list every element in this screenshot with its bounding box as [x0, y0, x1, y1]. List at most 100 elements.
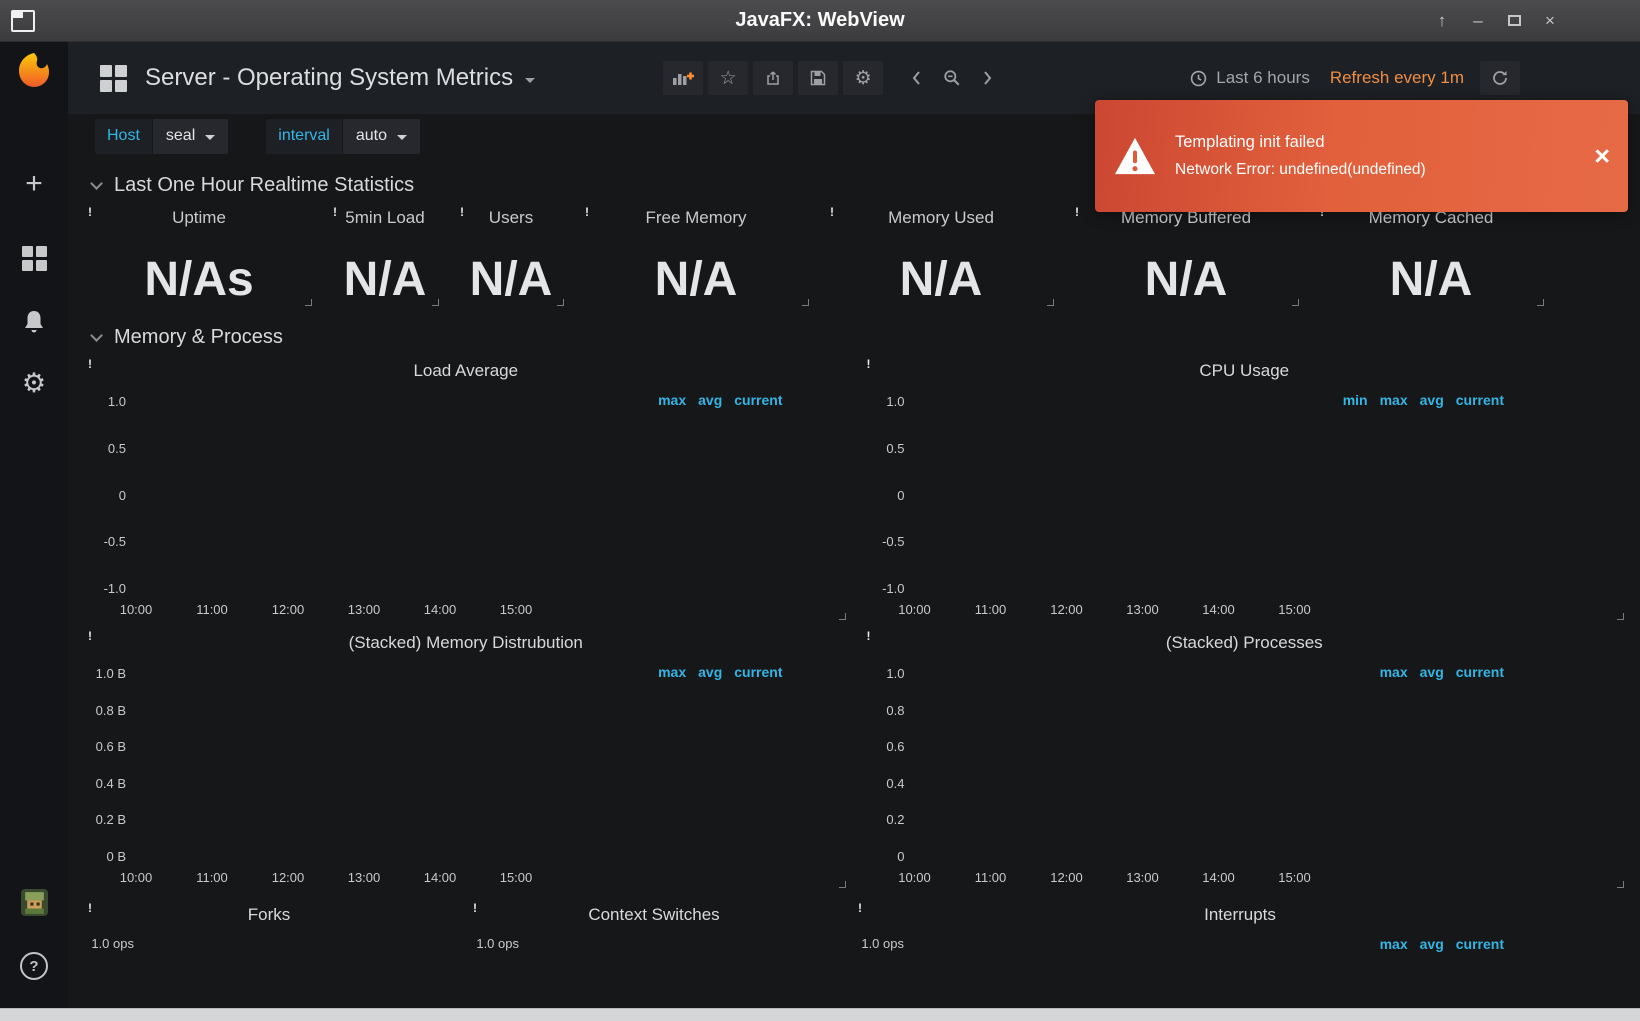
help-icon[interactable]: ? — [20, 952, 48, 980]
resize-handle[interactable] — [839, 881, 846, 888]
legend-item[interactable]: max — [1380, 392, 1408, 408]
legend-item[interactable]: avg — [698, 392, 722, 408]
legend-item[interactable]: current — [1456, 392, 1504, 408]
legend-item[interactable]: avg — [1420, 664, 1444, 680]
legend-item[interactable]: max — [658, 664, 686, 680]
panel-title[interactable]: Uptime — [84, 208, 314, 228]
star-button[interactable]: ☆ — [708, 61, 748, 95]
time-range-picker[interactable]: Last 6 hours — [1190, 68, 1310, 88]
panel-error-icon: ! — [88, 901, 92, 915]
refresh-interval-label[interactable]: Refresh every 1m — [1330, 68, 1464, 88]
panel-title[interactable]: Free Memory — [581, 208, 811, 228]
legend-item[interactable]: current — [734, 392, 782, 408]
zoom-out-button[interactable] — [937, 61, 967, 95]
legend-item[interactable]: avg — [1420, 936, 1444, 952]
legend-item[interactable]: max — [658, 392, 686, 408]
grafana-logo-icon[interactable] — [14, 50, 54, 90]
user-avatar[interactable] — [21, 889, 48, 916]
panel-title[interactable]: (Stacked) Memory Distrubution — [84, 628, 848, 658]
keep-above-icon[interactable]: ↑ — [1432, 11, 1452, 31]
resize-handle[interactable] — [305, 299, 312, 306]
alerting-bell-icon[interactable] — [22, 309, 46, 335]
dashboards-icon[interactable] — [22, 246, 47, 271]
y-tick-label: 0.4 — [886, 776, 904, 791]
legend-item[interactable]: max — [1380, 936, 1408, 952]
graph-legend: maxavg current — [658, 392, 782, 408]
y-tick-label: 0 — [897, 849, 904, 864]
dashboard: Last One Hour Realtime Statistics ! Upti… — [68, 158, 1640, 1008]
panel-title[interactable]: Context Switches — [469, 900, 839, 930]
y-tick-label: 0.5 — [886, 441, 904, 456]
dashboard-settings-button[interactable]: ⚙ — [843, 61, 883, 95]
panel-title[interactable]: Users — [456, 208, 566, 228]
x-tick-label: 12:00 — [1029, 870, 1105, 885]
resize-handle[interactable] — [1617, 613, 1624, 620]
resize-handle[interactable] — [1617, 881, 1624, 888]
y-tick-label: 1.0 — [108, 394, 126, 409]
dashboard-picker-icon[interactable] — [100, 65, 127, 92]
time-back-button[interactable] — [901, 61, 931, 95]
panel-processes: ! (Stacked) Processes 1.00.80.60.40.20 m… — [863, 628, 1627, 890]
gear-icon: ⚙ — [855, 67, 872, 90]
y-tick-label: 0.2 B — [96, 812, 126, 827]
add-panel-button[interactable] — [663, 61, 703, 95]
panel-title[interactable]: 5min Load — [329, 208, 441, 228]
maximize-icon[interactable] — [1504, 11, 1524, 31]
resize-handle[interactable] — [839, 613, 846, 620]
singlestat-row: ! Uptime N/As ! 5min Load N/A ! Users — [84, 204, 1626, 308]
zoom-out-icon — [943, 69, 961, 87]
plot-area — [529, 930, 839, 1008]
graph-row-2: ! (Stacked) Memory Distrubution 1.0 B0.8… — [84, 628, 1626, 890]
panel-error-icon: ! — [830, 205, 834, 219]
panel-title[interactable]: (Stacked) Processes — [863, 628, 1627, 658]
variable-host-select[interactable]: seal — [153, 119, 228, 154]
x-tick-label: 15:00 — [1257, 602, 1333, 617]
warning-triangle-icon — [1095, 136, 1175, 176]
settings-gear-icon[interactable]: ⚙ — [22, 369, 46, 397]
resize-handle[interactable] — [557, 299, 564, 306]
y-tick-label: 1.0 — [886, 666, 904, 681]
x-tick-label: 11:00 — [174, 870, 250, 885]
variable-interval-label: interval — [266, 119, 342, 154]
resize-handle[interactable] — [802, 299, 809, 306]
panel-error-icon: ! — [460, 205, 464, 219]
legend-item[interactable]: avg — [1420, 392, 1444, 408]
save-button[interactable] — [798, 61, 838, 95]
x-tick-label: 11:00 — [953, 870, 1029, 885]
refresh-button[interactable] — [1480, 61, 1520, 95]
y-tick-label: 1.0 ops — [861, 936, 904, 951]
add-icon[interactable]: + — [25, 170, 43, 198]
panel-title[interactable]: Interrupts — [854, 900, 1626, 930]
y-tick-label: 1.0 ops — [91, 936, 134, 951]
resize-handle[interactable] — [1292, 299, 1299, 306]
panel-error-icon: ! — [585, 205, 589, 219]
legend-item[interactable]: current — [1456, 664, 1504, 680]
singlestat-value: N/A — [826, 252, 1056, 307]
panel-title[interactable]: CPU Usage — [863, 356, 1627, 386]
time-forward-button[interactable] — [973, 61, 1003, 95]
resize-handle[interactable] — [1537, 299, 1544, 306]
alert-close-icon[interactable]: × — [1594, 144, 1610, 168]
legend-item[interactable]: current — [734, 664, 782, 680]
os-titlebar[interactable]: JavaFX: WebView ↑ – × — [0, 0, 1640, 42]
y-tick-label: 0.5 — [108, 441, 126, 456]
variable-interval-select[interactable]: auto — [343, 119, 420, 154]
panel-title[interactable]: Load Average — [84, 356, 848, 386]
plot-area: maxavg current — [136, 658, 848, 864]
y-axis: 1.00.50-0.5-1.0 — [84, 386, 136, 596]
legend-item[interactable]: avg — [698, 664, 722, 680]
resize-handle[interactable] — [432, 299, 439, 306]
section-memory-process[interactable]: Memory & Process — [84, 320, 1626, 354]
legend-item[interactable]: max — [1380, 664, 1408, 680]
share-button[interactable] — [753, 61, 793, 95]
panel-title[interactable]: Memory Used — [826, 208, 1056, 228]
resize-handle[interactable] — [1047, 299, 1054, 306]
legend-item[interactable]: min — [1343, 392, 1368, 408]
close-icon[interactable]: × — [1540, 11, 1560, 31]
x-tick-label: 14:00 — [402, 602, 478, 617]
legend-item[interactable]: current — [1456, 936, 1504, 952]
panel-title[interactable]: Forks — [84, 900, 454, 930]
dashboard-title-dropdown[interactable]: Server - Operating System Metrics — [145, 64, 535, 92]
minimize-icon[interactable]: – — [1468, 11, 1488, 31]
singlestat-panel: ! Memory Used N/A — [826, 204, 1056, 308]
